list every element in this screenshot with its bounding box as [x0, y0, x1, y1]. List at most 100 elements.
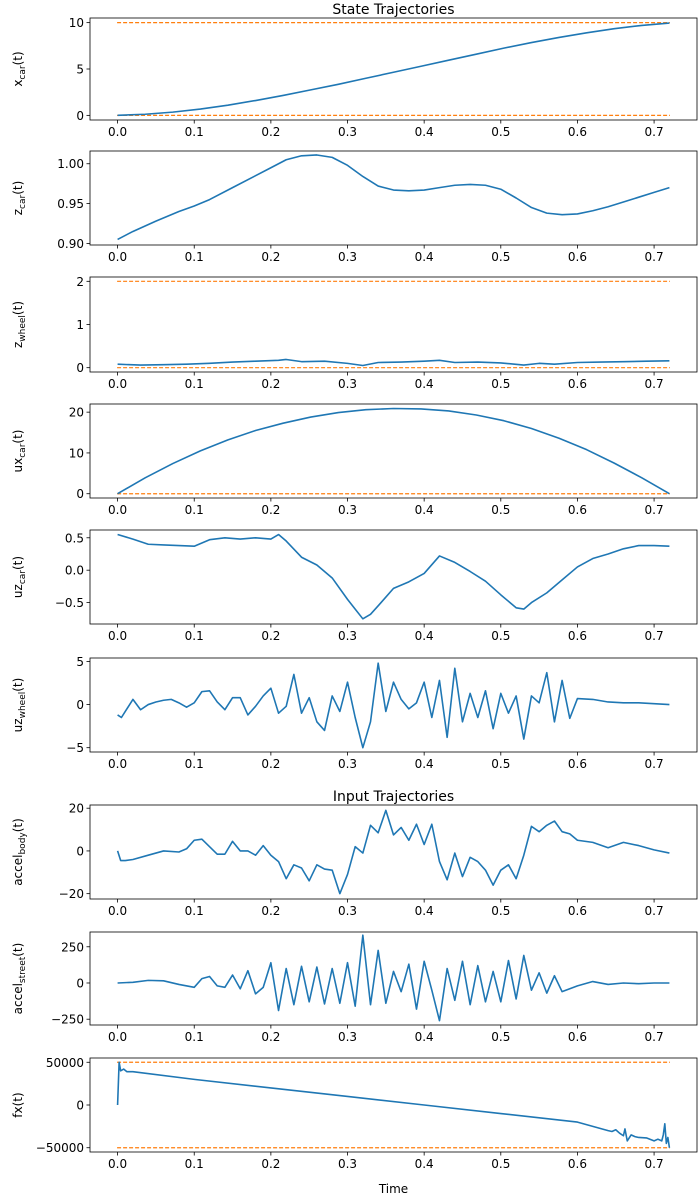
series-line-1	[117, 358, 670, 367]
x-tick-label: 0.2	[261, 1030, 280, 1044]
y-tick-label: 0	[76, 487, 84, 501]
x-tick-label: 0.4	[415, 1030, 434, 1044]
x-tick-label: 0.2	[261, 125, 280, 139]
chart-panel-3: 0.0 0.1 0.2 0.3 0.4 0.5 0.6 0.7 0 1 2 zwheel(t)	[11, 275, 698, 391]
series-line-1	[116, 809, 670, 895]
y-tick-label: 10	[69, 446, 84, 460]
x-tick-label: 0.5	[491, 125, 510, 139]
y-axis-label: zwheel(t)	[11, 301, 28, 348]
x-tick-label: 0.6	[568, 503, 587, 517]
series-line-1	[116, 1061, 671, 1148]
y-tick-label: 1.00	[57, 157, 84, 171]
chart-panel-6: 0.0 0.1 0.2 0.3 0.4 0.5 0.6 0.7 −5 0 5 uzwheel(t)	[11, 655, 698, 771]
x-tick-label: 0.5	[491, 1157, 510, 1171]
y-tick-label: 5	[76, 655, 84, 669]
x-tick-label: 0.7	[645, 757, 664, 771]
x-tick-label: 0.3	[338, 757, 357, 771]
x-tick-label: 0.4	[415, 503, 434, 517]
x-tick-label: 0.0	[108, 757, 127, 771]
x-tick-label: 0.2	[261, 629, 280, 643]
x-tick-label: 0.2	[261, 250, 280, 264]
x-tick-label: 0.3	[338, 1030, 357, 1044]
x-tick-label: 0.4	[415, 629, 434, 643]
series-line-1	[117, 407, 670, 495]
series-line-1	[117, 934, 670, 1022]
x-tick-label: 0.5	[491, 1030, 510, 1044]
axes-frame	[89, 931, 698, 1026]
x-tick-label: 0.4	[415, 250, 434, 264]
x-tick-label: 0.7	[645, 125, 664, 139]
y-tick-label: 0.95	[57, 197, 84, 211]
x-tick-label: 0.1	[185, 757, 204, 771]
chart-panel-2: 0.0 0.1 0.2 0.3 0.4 0.5 0.6 0.7 0.90 0.95 1.00 zcar…	[11, 150, 698, 264]
chart-title: State Trajectories	[332, 2, 454, 18]
y-tick-label: 20	[69, 802, 84, 816]
x-tick-label: 0.6	[568, 904, 587, 918]
axes-frame	[89, 17, 698, 121]
y-tick-label: 0	[76, 698, 84, 712]
x-tick-label: 0.5	[491, 757, 510, 771]
chart-panel-8: 0.0 0.1 0.2 0.3 0.4 0.5 0.6 0.7 −250 0 250 accelstr…	[11, 931, 698, 1044]
x-tick-label: 0.1	[185, 1157, 204, 1171]
y-tick-label: 0.90	[57, 237, 84, 251]
chart-panel-7: Input Trajectories 0.0 0.1 0.2 0.3 0.4 0.5 0.6 0…	[11, 789, 698, 918]
y-tick-label: 0	[76, 361, 84, 375]
x-tick-label: 0.1	[185, 377, 204, 391]
y-axis-label: uzwheel(t)	[11, 678, 28, 733]
x-tick-label: 0.5	[491, 250, 510, 264]
x-tick-label: 0.1	[185, 125, 204, 139]
x-tick-label: 0.7	[645, 250, 664, 264]
x-tick-label: 0.0	[108, 250, 127, 264]
x-tick-label: 0.5	[491, 904, 510, 918]
x-tick-label: 0.7	[645, 1157, 664, 1171]
chart-panel-9: 0.0 0.1 0.2 0.3 0.4 0.5 0.6 0.7 −50000 0 50000 fx(t…	[11, 1056, 698, 1196]
x-tick-label: 0.0	[108, 1030, 127, 1044]
x-tick-label: 0.1	[185, 250, 204, 264]
y-tick-label: −0.5	[55, 596, 84, 610]
chart-title: Input Trajectories	[333, 789, 454, 805]
x-tick-label: 0.4	[415, 377, 434, 391]
axes-frame	[89, 657, 698, 753]
y-axis-label: fx(t)	[11, 1092, 25, 1117]
y-tick-label: 0	[76, 109, 84, 123]
y-tick-label: 250	[61, 940, 84, 954]
series-line-1	[117, 662, 670, 749]
x-tick-label: 0.0	[108, 904, 127, 918]
chart-panel-1: State Trajectories 0.0 0.1 0.2 0.3 0.4 0.5 0.6 0…	[11, 2, 698, 139]
x-tick-label: 0.1	[185, 904, 204, 918]
series-line-1	[117, 533, 670, 620]
y-tick-label: 50000	[46, 1056, 84, 1070]
x-tick-label: 0.6	[568, 757, 587, 771]
axes-frame	[89, 804, 698, 900]
x-tick-label: 0.5	[491, 377, 510, 391]
x-tick-label: 0.0	[108, 629, 127, 643]
x-tick-label: 0.6	[568, 125, 587, 139]
y-tick-label: −20	[59, 887, 84, 901]
x-tick-label: 0.0	[108, 1157, 127, 1171]
x-tick-label: 0.7	[645, 503, 664, 517]
y-tick-label: 0	[76, 844, 84, 858]
x-tick-label: 0.4	[415, 757, 434, 771]
x-tick-label: 0.7	[645, 904, 664, 918]
y-tick-label: 5	[76, 63, 84, 77]
x-tick-label: 0.6	[568, 1157, 587, 1171]
x-tick-label: 0.3	[338, 250, 357, 264]
x-tick-label: 0.1	[185, 1030, 204, 1044]
x-tick-label: 0.7	[645, 1030, 664, 1044]
x-tick-label: 0.3	[338, 377, 357, 391]
series-line-1	[117, 22, 670, 117]
x-tick-label: 0.4	[415, 904, 434, 918]
x-tick-label: 0.5	[491, 629, 510, 643]
x-tick-label: 0.4	[415, 125, 434, 139]
y-axis-label: accelbody(t)	[11, 818, 28, 886]
x-tick-label: 0.2	[261, 503, 280, 517]
x-tick-label: 0.2	[261, 1157, 280, 1171]
y-axis-label: xcar(t)	[11, 51, 28, 86]
x-tick-label: 0.6	[568, 1030, 587, 1044]
y-tick-label: 0.5	[65, 531, 84, 545]
x-tick-label: 0.1	[185, 629, 204, 643]
y-tick-label: 0	[76, 1099, 84, 1113]
x-tick-label: 0.6	[568, 377, 587, 391]
x-tick-label: 0.3	[338, 125, 357, 139]
x-tick-label: 0.7	[645, 629, 664, 643]
